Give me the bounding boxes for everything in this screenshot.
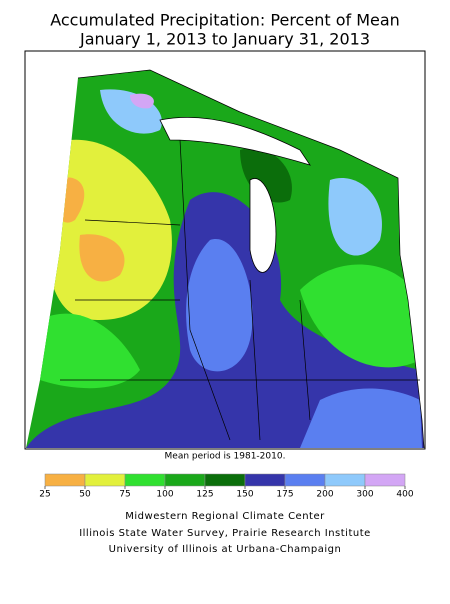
legend-label: 25	[39, 490, 50, 500]
credit: Illinois State Water Survey, Prairie Res…	[79, 528, 371, 539]
legend-swatch	[124, 473, 166, 487]
legend-label: 400	[396, 490, 413, 500]
legend-label: 150	[236, 490, 253, 500]
legend-swatch	[284, 473, 326, 487]
map	[24, 50, 426, 450]
legend-swatch	[324, 473, 366, 487]
legend-swatch	[164, 473, 206, 487]
legend-label: 50	[79, 490, 91, 500]
legend-swatch	[84, 473, 126, 487]
credit: Midwestern Regional Climate Center	[125, 511, 325, 522]
legend-label: 175	[276, 490, 293, 500]
legend: 25 50 75 100 125 150 175 200 300 400	[39, 473, 414, 500]
legend-swatch	[44, 473, 86, 487]
legend-swatch	[204, 473, 246, 487]
credit: University of Illinois at Urbana-Champai…	[109, 544, 342, 555]
mean-note: Mean period is 1981-2010.	[165, 452, 286, 462]
title-line2: January 1, 2013 to January 31, 2013	[79, 30, 370, 49]
legend-label: 300	[356, 490, 373, 500]
legend-label: 100	[156, 490, 173, 500]
legend-swatch	[244, 473, 286, 487]
legend-label: 200	[316, 490, 333, 500]
title-line1: Accumulated Precipitation: Percent of Me…	[50, 11, 400, 30]
legend-label: 125	[196, 490, 213, 500]
legend-swatch	[364, 473, 406, 487]
legend-label: 75	[119, 490, 130, 500]
